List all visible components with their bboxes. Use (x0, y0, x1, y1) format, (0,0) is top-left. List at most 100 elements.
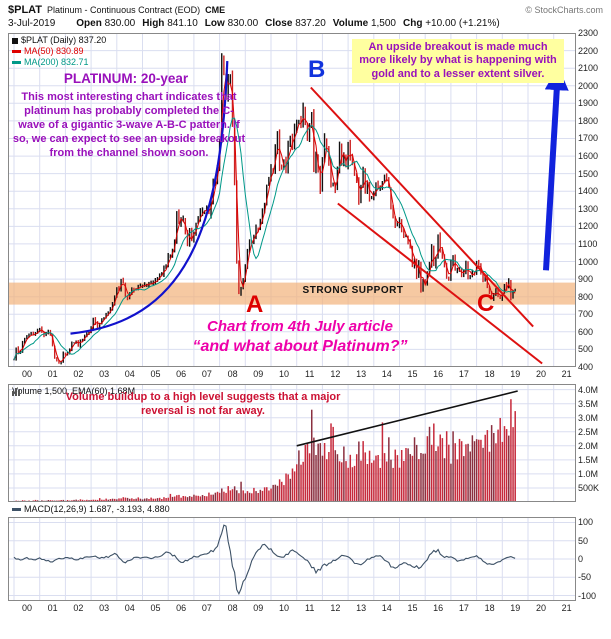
macd-line (13, 524, 516, 595)
x-axis-label: 14 (381, 603, 392, 613)
y-axis-label: 1900 (578, 98, 599, 109)
x-axis-label: 12 (330, 369, 341, 379)
volume-trend-line (296, 390, 518, 447)
y-axis-label: -50 (578, 572, 592, 583)
x-axis-label: 11 (305, 603, 315, 613)
annotation-breakout-note: An upside breakout is made much more lik… (352, 39, 564, 84)
y-axis-label: 100 (578, 517, 594, 528)
x-axis-label: 03 (99, 369, 110, 379)
support-band (8, 282, 576, 305)
y-axis-label: 4.0M (578, 384, 599, 395)
macd-line-icon (12, 507, 21, 511)
x-axis-label: 03 (99, 603, 110, 613)
x-axis-label: 09 (253, 369, 264, 379)
x-axis-label: 14 (381, 369, 392, 379)
x-axis-label: 10 (278, 369, 289, 379)
y-axis-label: 1200 (578, 221, 599, 232)
macd-chart-canvas (8, 517, 576, 601)
x-axis-label: 06 (176, 603, 187, 613)
ma50-legend-label: MA(50) 830.89 (24, 46, 84, 56)
volume-value: 1,500 (370, 18, 396, 29)
y-axis-label: 400 (578, 362, 594, 372)
ma50-line-icon (12, 50, 21, 53)
low-label: Low (204, 18, 225, 29)
x-axis-label: 08 (227, 369, 238, 379)
wave-label-c: C (477, 290, 495, 317)
x-axis-label: 12 (330, 603, 341, 613)
x-axis-label: 19 (510, 603, 521, 613)
price-candles (13, 53, 516, 365)
x-axis-label: 17 (458, 603, 469, 613)
x-axis-label: 10 (278, 603, 289, 613)
x-axis-label: 15 (407, 603, 418, 613)
y-axis-label: 1800 (578, 115, 599, 126)
x-axis-label: 07 (201, 369, 212, 379)
quote-date: 3-Jul-2019 (8, 18, 56, 29)
close-value: 837.20 (295, 18, 326, 29)
y-axis-label: 1.5M (578, 454, 599, 465)
x-axis-label: 08 (227, 603, 238, 613)
y-axis-label: 500 (578, 344, 594, 355)
x-axis-label: 09 (253, 603, 264, 613)
y-axis-label: 2300 (578, 28, 599, 38)
y-axis-label: 2200 (578, 45, 599, 56)
x-axis-label: 16 (433, 603, 444, 613)
y-axis-label: 1600 (578, 151, 599, 162)
y-axis-label: 2.0M (578, 440, 599, 451)
y-axis-label: 3.0M (578, 412, 599, 423)
x-axis-label: 05 (150, 369, 161, 379)
exchange-label: CME (205, 5, 226, 15)
x-axis-label: 02 (73, 603, 84, 613)
volume-label: Volume (332, 18, 369, 29)
y-axis-label: 500K (578, 482, 600, 493)
x-axis-label: 21 (561, 603, 572, 613)
x-axis-label: 04 (124, 369, 135, 379)
open-label: Open (76, 18, 102, 29)
x-axis-label: 02 (73, 369, 84, 379)
x-axis-label: 04 (124, 603, 135, 613)
strong-support-label: STRONG SUPPORT (302, 285, 404, 296)
ma200-line-icon (12, 61, 21, 64)
y-axis-label: 1300 (578, 203, 599, 214)
annotation-abc-note: This most interesting chart indicates th… (12, 91, 246, 160)
y-axis-label: 800 (578, 291, 594, 302)
y-axis-label: 1500 (578, 168, 599, 179)
chart-header: $PLAT Platinum - Continuous Contract (EO… (8, 4, 225, 16)
y-axis-label: 1.0M (578, 468, 599, 479)
volume-grid (8, 384, 576, 502)
y-axis-label: 700 (578, 309, 594, 320)
quote-row: 3-Jul-2019 Open 830.00 High 841.10 Low 8… (8, 18, 500, 29)
symbol: $PLAT (8, 4, 43, 16)
chg-value: +10.00 (+1.21%) (425, 18, 500, 29)
volume-annotation: Volume buildup to a high level suggests … (65, 391, 341, 418)
chg-label: Chg (402, 18, 423, 29)
macd-legend: MACD(12,26,9) 1.687, -3.193, 4.880 (12, 504, 170, 514)
open-value: 830.00 (104, 18, 136, 29)
parabolic-curve (70, 61, 229, 335)
ma200-legend-label: MA(200) 832.71 (24, 57, 89, 67)
x-axis-label: 01 (47, 369, 58, 379)
ma200-line (13, 117, 516, 361)
high-value: 841.10 (167, 18, 198, 29)
y-axis-label: 2.5M (578, 426, 599, 437)
x-axis-label: 16 (433, 369, 444, 379)
volume-legend: Volume 1,500, EMA(60) 1.68M (12, 386, 135, 396)
x-axis-label: 18 (484, 603, 495, 613)
y-axis-label: 0 (578, 554, 584, 564)
volume-bars-icon (12, 387, 20, 396)
x-axis-label: 06 (176, 369, 187, 379)
y-axis-label: 3.5M (578, 398, 599, 409)
y-axis-label: 2000 (578, 80, 599, 91)
x-axis-label: 00 (21, 369, 32, 379)
y-axis-label: 1700 (578, 133, 599, 144)
x-axis-label: 15 (407, 369, 418, 379)
macd-legend-label: MACD(12,26,9) 1.687, -3.193, 4.880 (24, 504, 170, 514)
breakout-arrow (542, 66, 569, 271)
article-caption-line1: Chart from 4th July article (207, 318, 393, 335)
y-axis-label: 1000 (578, 256, 599, 267)
copyright: © StockCharts.com (525, 5, 603, 15)
plat-legend-label: $PLAT (Daily) 837.20 (21, 35, 107, 45)
y-axis-label: 1400 (578, 186, 599, 197)
x-axis-label: 13 (356, 603, 367, 613)
